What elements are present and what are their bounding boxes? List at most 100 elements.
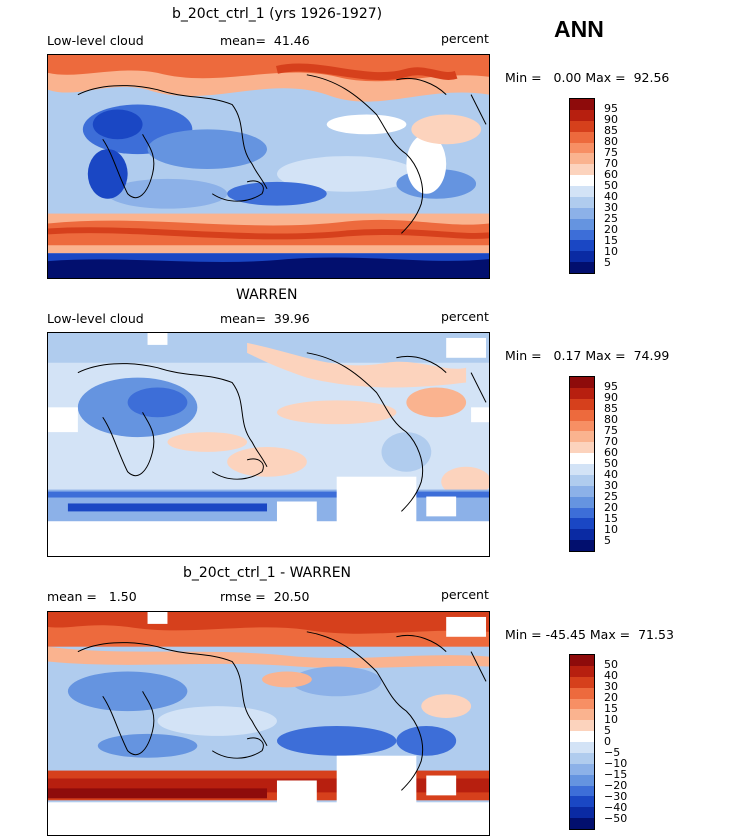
panel-1-tick: 60 xyxy=(604,168,618,181)
panel-1-colorbar-swatch xyxy=(570,153,594,165)
panel-3-colorbar xyxy=(569,654,595,830)
panel-3-colorbar-swatch xyxy=(570,709,594,721)
panel-2-tick: 50 xyxy=(604,457,618,470)
panel-1-colorbar-swatch xyxy=(570,109,594,121)
panel-2-minmax: Min = 0.17 Max = 74.99 xyxy=(505,348,670,363)
panel-3-mean-label: mean = 1.50 xyxy=(47,589,137,604)
panel-3-units-label: percent xyxy=(441,587,489,602)
panel-2-tick: 40 xyxy=(604,468,618,481)
panel-2-tick: 20 xyxy=(604,501,618,514)
panel-2-tick: 60 xyxy=(604,446,618,459)
panel-2-colorbar-swatch xyxy=(570,442,594,454)
panel-2-colorbar-swatch xyxy=(570,398,594,410)
panel-2-tick: 95 xyxy=(604,380,618,393)
panel-1-colorbar-swatch xyxy=(570,186,594,197)
panel-1-colorbar-swatch xyxy=(570,196,594,208)
panel-2-units-label: percent xyxy=(441,309,489,324)
panel-1-variable-label: Low-level cloud xyxy=(47,33,144,48)
panel-1-tick: 15 xyxy=(604,234,618,247)
panel-1-tick: 80 xyxy=(604,135,618,148)
panel-2-tick: 80 xyxy=(604,413,618,426)
panel-3-colorbar-swatch xyxy=(570,655,594,666)
panel-1-tick: 5 xyxy=(604,256,611,269)
panel-2-colorbar-swatch xyxy=(570,464,594,475)
panel-2-colorbar-swatch xyxy=(570,507,594,519)
panel-2-tick: 85 xyxy=(604,402,618,415)
panel-1-colorbar-swatch xyxy=(570,131,594,143)
panel-2-tick: 30 xyxy=(604,479,618,492)
panel-2-colorbar-swatch xyxy=(570,409,594,421)
panel-1-tick: 30 xyxy=(604,201,618,214)
panel-3-tick: 0 xyxy=(604,735,611,748)
panel-3-tick: −15 xyxy=(604,768,628,781)
panel-1-colorbar-swatch xyxy=(570,218,594,230)
panel-3-tick: 5 xyxy=(604,724,611,737)
panel-2-colorbar xyxy=(569,376,595,552)
panel-3-title: b_20ct_ctrl_1 - WARREN xyxy=(183,565,352,581)
panel-1-tick: 90 xyxy=(604,113,618,126)
panel-3-tick: −20 xyxy=(604,779,628,792)
panel-2-colorbar-swatch xyxy=(570,431,594,443)
panel-3-tick: 15 xyxy=(604,702,618,715)
panel-1-tick: 50 xyxy=(604,179,618,192)
panel-3-minmax: Min = -45.45 Max = 71.53 xyxy=(505,627,674,642)
panel-1-tick: 95 xyxy=(604,102,618,115)
panel-1-colorbar xyxy=(569,98,595,274)
panel-1-mean-label: mean= 41.46 xyxy=(220,33,310,48)
panel-3-colorbar-swatch xyxy=(570,818,594,829)
panel-1-tick: 25 xyxy=(604,212,618,225)
panel-3-tick: 30 xyxy=(604,680,618,693)
panel-2-colorbar-swatch xyxy=(570,453,594,464)
panel-1-map xyxy=(47,54,490,279)
panel-2-tick: 15 xyxy=(604,512,618,525)
panel-2-tick: 10 xyxy=(604,523,618,536)
panel-1-tick: 20 xyxy=(604,223,618,236)
panel-3-colorbar-swatch xyxy=(570,731,594,742)
panel-2-tick: 25 xyxy=(604,490,618,503)
panel-3-colorbar-swatch xyxy=(570,665,594,677)
panel-3-tick: −50 xyxy=(604,812,628,825)
panel-3-colorbar-swatch xyxy=(570,752,594,764)
panel-1-colorbar-swatch xyxy=(570,240,594,252)
panel-2-variable-label: Low-level cloud xyxy=(47,311,144,326)
panel-1-colorbar-swatch xyxy=(570,207,594,219)
panel-3-colorbar-swatch xyxy=(570,763,594,775)
panel-2-colorbar-swatch xyxy=(570,540,594,551)
panel-3-colorbar-swatch xyxy=(570,807,594,819)
panel-2-colorbar-swatch xyxy=(570,377,594,388)
panel-1-tick: 10 xyxy=(604,245,618,258)
panel-3-colorbar-swatch xyxy=(570,774,594,786)
panel-1-colorbar-swatch xyxy=(570,251,594,263)
panel-3-colorbar-swatch xyxy=(570,742,594,753)
panel-3-tick: 40 xyxy=(604,669,618,682)
panel-2-colorbar-swatch xyxy=(570,496,594,508)
panel-3-map xyxy=(47,611,490,836)
panel-3-colorbar-swatch xyxy=(570,720,594,732)
panel-1-units-label: percent xyxy=(441,31,489,46)
panel-2-tick: 75 xyxy=(604,424,618,437)
panel-3-tick: 20 xyxy=(604,691,618,704)
panel-1-colorbar-swatch xyxy=(570,142,594,154)
panel-3-colorbar-swatch xyxy=(570,698,594,710)
panel-1-colorbar-swatch xyxy=(570,164,594,176)
panel-1-colorbar-swatch xyxy=(570,262,594,273)
panel-2-colorbar-swatch xyxy=(570,420,594,432)
panel-3-tick: −5 xyxy=(604,746,621,759)
panel-2-colorbar-swatch xyxy=(570,529,594,541)
panel-3-colorbar-swatch xyxy=(570,676,594,688)
panel-1-map-field xyxy=(48,55,489,278)
panel-2-map-field xyxy=(48,333,489,556)
panel-1-colorbar-swatch xyxy=(570,99,594,110)
panel-3-tick: −30 xyxy=(604,790,628,803)
panel-3-colorbar-swatch xyxy=(570,687,594,699)
panel-1-tick: 70 xyxy=(604,157,618,170)
panel-1-colorbar-swatch xyxy=(570,120,594,132)
panel-2-title: WARREN xyxy=(236,287,298,303)
panel-3-tick: 10 xyxy=(604,713,618,726)
panel-3-tick: −40 xyxy=(604,801,628,814)
panel-3-rmse-label: rmse = 20.50 xyxy=(220,589,310,604)
panel-3-colorbar-swatch xyxy=(570,785,594,797)
panel-1-colorbar-swatch xyxy=(570,229,594,241)
panel-2-tick: 90 xyxy=(604,391,618,404)
panel-2-colorbar-swatch xyxy=(570,485,594,497)
